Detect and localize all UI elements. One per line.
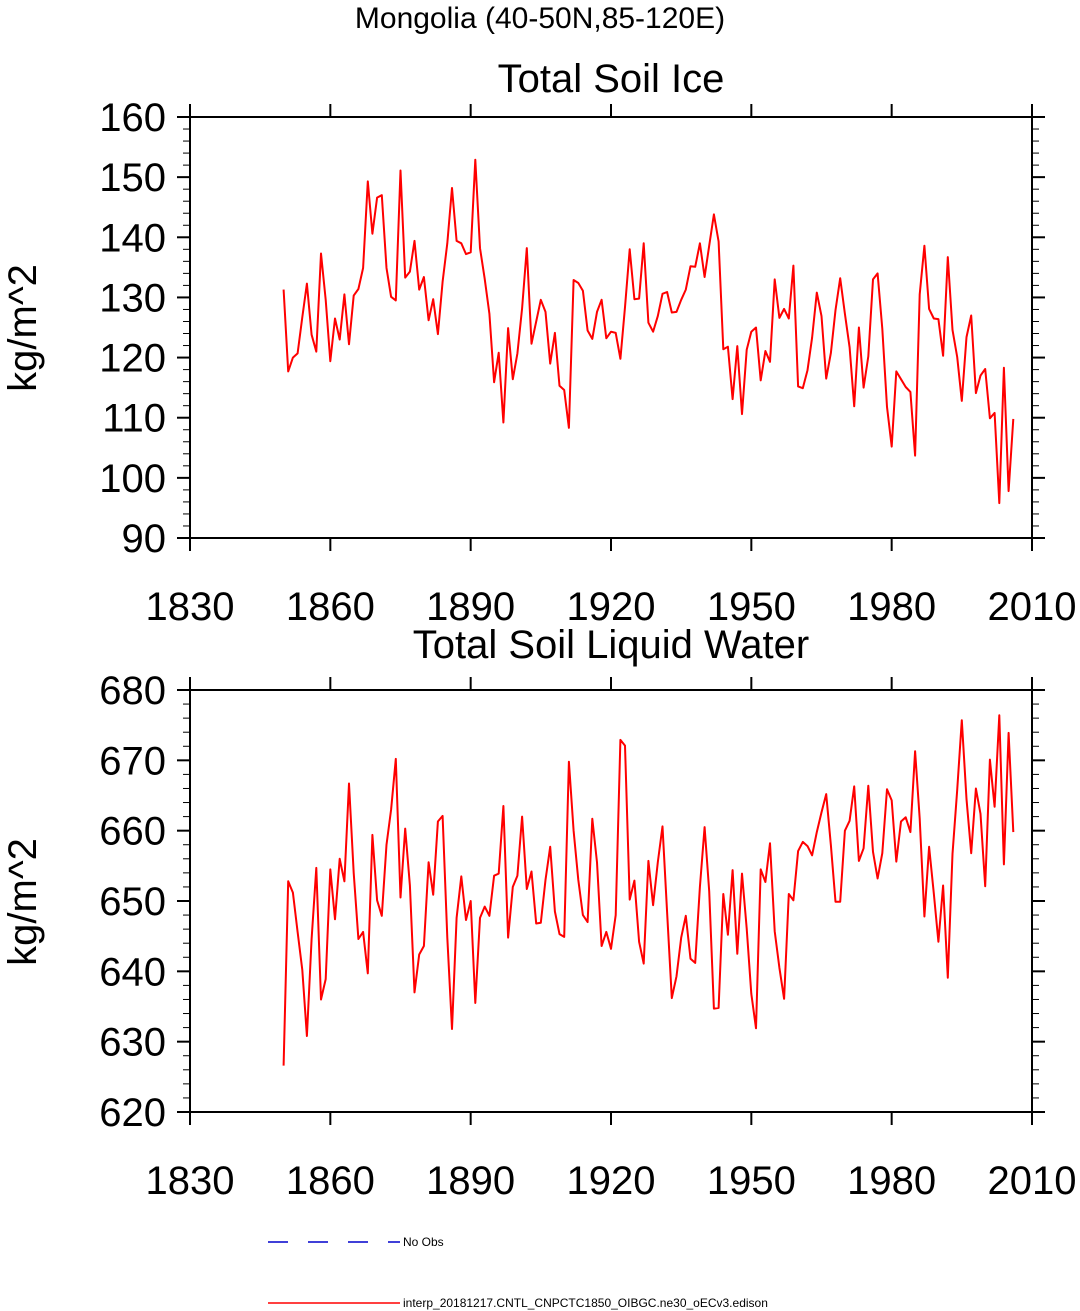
y-tick-label: 130 [99, 276, 166, 320]
x-tick-label: 1980 [847, 1159, 936, 1203]
legend: No Obs interp_20181217.CNTL_CNPCTC1850_O… [268, 1235, 768, 1310]
y-tick-label: 100 [99, 457, 166, 501]
x-tick-label: 1920 [567, 1159, 656, 1203]
panel-total-soil-liquid-water: Total Soil Liquid Water kg/m^2 620 630 640… [1, 623, 1076, 1203]
series-line [282, 158, 1015, 505]
y-tick-label: 650 [99, 880, 166, 924]
y-tick-label: 640 [99, 950, 166, 994]
legend-label-no-obs: No Obs [403, 1235, 444, 1249]
x-tick-label: 1830 [146, 585, 235, 629]
series-line [282, 714, 1015, 1066]
plot-frame [189, 116, 1033, 539]
y-axis-label: kg/m^2 [1, 264, 45, 392]
legend-label-model: interp_20181217.CNTL_CNPCTC1850_OIBGC.ne… [403, 1296, 768, 1310]
y-tick-label: 620 [99, 1091, 166, 1135]
panel-total-soil-ice: Total Soil Ice kg/m^2 90 100 110 120 130 140 1… [1, 57, 1076, 629]
x-tick-label: 1950 [707, 585, 796, 629]
chart-title: Total Soil Ice [498, 57, 725, 101]
x-tick-label: 2010 [988, 585, 1077, 629]
y-tick-label: 680 [99, 669, 166, 713]
x-tick-label: 1890 [426, 585, 515, 629]
y-tick-label: 160 [99, 96, 166, 140]
y-tick-label: 630 [99, 1021, 166, 1065]
x-tick-label: 1860 [286, 585, 375, 629]
y-tick-label: 90 [122, 517, 167, 561]
x-tick-label: 1980 [847, 585, 936, 629]
x-tick-label: 1890 [426, 1159, 515, 1203]
y-tick-label: 120 [99, 337, 166, 381]
x-tick-label: 1860 [286, 1159, 375, 1203]
figure-title: Mongolia (40-50N,85-120E) [355, 2, 725, 35]
y-tick-label: 670 [99, 739, 166, 783]
x-tick-label: 1950 [707, 1159, 796, 1203]
y-axis-label: kg/m^2 [1, 838, 45, 966]
y-tick-label: 660 [99, 810, 166, 854]
x-tick-label: 2010 [988, 1159, 1077, 1203]
y-tick-label: 110 [102, 397, 166, 441]
y-tick-label: 150 [99, 156, 166, 200]
plot-frame [189, 689, 1033, 1113]
x-tick-label: 1830 [146, 1159, 235, 1203]
chart-title: Total Soil Liquid Water [413, 623, 809, 667]
y-tick-label: 140 [99, 216, 166, 260]
x-tick-label: 1920 [567, 585, 656, 629]
